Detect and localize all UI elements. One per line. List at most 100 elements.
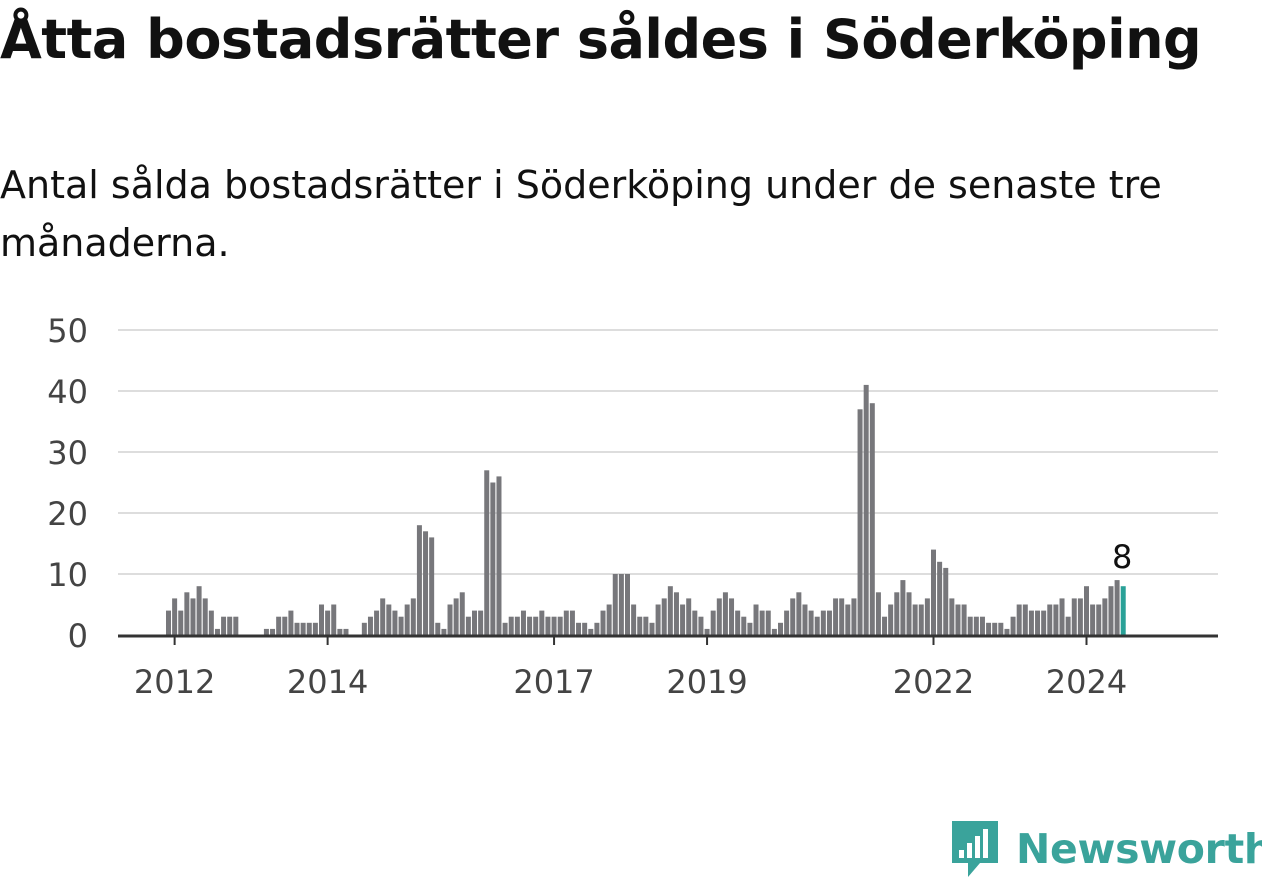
bar [1010, 616, 1016, 635]
bar [172, 598, 178, 635]
bar [826, 610, 832, 635]
bar [1047, 604, 1053, 635]
bar [447, 604, 453, 635]
bar [875, 592, 881, 635]
bar-chart: 0 10 20 30 40 50 2012 2014 2017 2019 2022 2024 8 [47, 312, 1218, 700]
newsworthy-wordmark: Newsworthy [1016, 825, 1262, 873]
bar [735, 610, 741, 635]
bar [539, 610, 545, 635]
bar [227, 616, 233, 635]
bar [631, 604, 637, 635]
gridlines [118, 329, 1218, 575]
bar [747, 622, 753, 635]
bar [820, 610, 826, 635]
bar [282, 616, 288, 635]
bar [618, 574, 624, 635]
bar [673, 592, 679, 635]
bar [900, 580, 906, 635]
bar [527, 616, 533, 635]
bar [545, 616, 551, 635]
x-tick-label-2022: 2022 [893, 663, 974, 700]
bar [937, 561, 943, 635]
bar [367, 616, 373, 635]
bar [918, 604, 924, 635]
bar [765, 610, 771, 635]
bar [435, 622, 441, 635]
bar [924, 598, 930, 635]
bar [1077, 598, 1083, 635]
bar [312, 622, 318, 635]
bar [588, 628, 594, 635]
bar [998, 622, 1004, 635]
bar [208, 610, 214, 635]
bar [863, 384, 869, 635]
bar [790, 598, 796, 635]
bar [851, 598, 857, 635]
bar [1004, 628, 1010, 635]
bar [429, 537, 435, 635]
bar [882, 616, 888, 635]
bar [276, 616, 282, 635]
bar [857, 409, 863, 635]
bar [606, 604, 612, 635]
bar [1016, 604, 1022, 635]
bar [1035, 610, 1041, 635]
bar [722, 592, 728, 635]
bar [759, 610, 765, 635]
bar [563, 610, 569, 635]
y-tick-label-20: 20 [47, 495, 88, 533]
bar [814, 616, 820, 635]
bar [778, 622, 783, 635]
bar [319, 604, 324, 635]
bar [465, 616, 471, 635]
bar [1022, 604, 1028, 635]
bar [698, 616, 704, 635]
bar [973, 616, 979, 635]
bar [808, 610, 814, 635]
bar [845, 604, 851, 635]
bar [802, 604, 808, 635]
bar [888, 604, 894, 635]
bar [741, 616, 747, 635]
bar [949, 598, 955, 635]
bar [294, 622, 300, 635]
bar [686, 598, 692, 635]
bar [178, 610, 184, 635]
bar [300, 622, 306, 635]
x-tick-label-2017: 2017 [513, 663, 594, 700]
bar [233, 616, 239, 635]
bar [784, 610, 790, 635]
bar [270, 628, 276, 635]
y-tick-label-30: 30 [47, 434, 88, 472]
bar [196, 586, 202, 635]
bar [955, 604, 961, 635]
x-tick-label-2012: 2012 [134, 663, 215, 700]
bar [680, 604, 686, 635]
bar [166, 610, 171, 635]
bar [502, 622, 508, 635]
bar [1114, 580, 1120, 635]
bar [1028, 610, 1034, 635]
bar [514, 616, 520, 635]
bar [374, 610, 380, 635]
bar [416, 525, 422, 635]
bar [453, 598, 459, 635]
bar [1084, 586, 1089, 635]
bar [931, 549, 936, 635]
bar [221, 616, 227, 635]
x-tick-label-2024: 2024 [1046, 663, 1127, 700]
bar [496, 476, 502, 635]
bar [337, 628, 343, 635]
bar [288, 610, 294, 635]
bar [961, 604, 967, 635]
bar [380, 598, 386, 635]
bar [520, 610, 526, 635]
bar [833, 598, 839, 635]
bar [692, 610, 698, 635]
y-tick-label-10: 10 [47, 556, 88, 594]
bar [325, 610, 331, 635]
bar [263, 628, 269, 635]
bar [729, 598, 735, 635]
bar [771, 628, 777, 635]
y-tick-label-40: 40 [47, 373, 88, 411]
